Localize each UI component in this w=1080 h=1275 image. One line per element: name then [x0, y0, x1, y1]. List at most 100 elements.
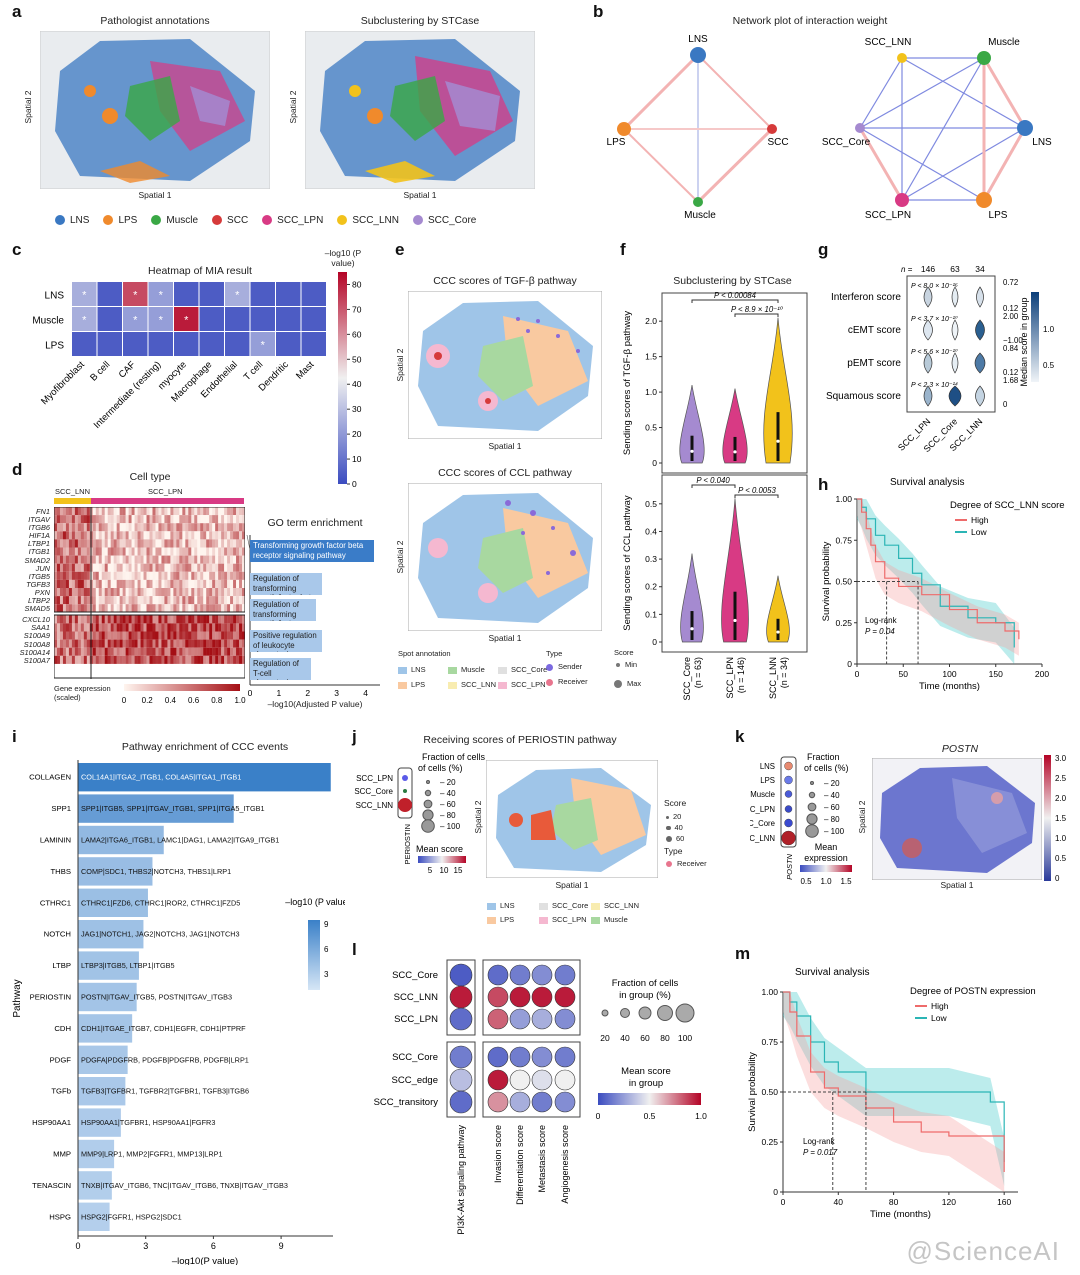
d-heat-cell: [56, 579, 61, 588]
panel-label-d: d: [12, 460, 23, 479]
i-bar: [78, 982, 137, 1012]
d-heat-cell: [71, 604, 76, 613]
d-heat-cell: [230, 571, 234, 580]
d-heat-cell: [182, 515, 186, 524]
panel-label-m: m: [735, 944, 751, 963]
d-heat-cell: [236, 555, 240, 564]
d-gene-label: ITGB6: [28, 523, 50, 533]
d-heat-cell: [221, 596, 225, 605]
g-violin: [948, 385, 962, 407]
d-heat-cell: [173, 647, 177, 656]
d-heat-cell: [224, 639, 228, 648]
d-heat-cell: [59, 523, 64, 532]
i-bar: [78, 1139, 115, 1169]
l-dot: [449, 1090, 473, 1114]
d-heat-cell: [110, 655, 114, 664]
k-frac-dot: [810, 781, 814, 785]
d-heat-cell: [59, 547, 64, 556]
d-heat-cell: [206, 639, 210, 648]
d-heat-cell: [71, 515, 76, 524]
d-heat-cell: [101, 604, 105, 613]
i-bar-pairs: JAG1|NOTCH1, JAG2|NOTCH3, JAG1|NOTCH3: [81, 930, 240, 939]
d-heat-cell: [176, 507, 180, 516]
d-heat-cell: [131, 623, 135, 632]
d-heat-cell: [203, 623, 207, 632]
d-heat-cell: [224, 596, 228, 605]
d-heat-cell: [122, 579, 126, 588]
d-heat-cell: [176, 623, 180, 632]
k-cb-tick: 2.0: [1055, 794, 1067, 803]
d-heat-cell: [203, 655, 207, 664]
d-heat-cell: [233, 631, 237, 640]
d-heat-cell: [206, 531, 210, 540]
d-heat-cell: [224, 655, 228, 664]
d-heat-cell: [140, 523, 144, 532]
e-legend-item: SCC_LPN: [498, 677, 548, 692]
d-heat-cell: [137, 623, 141, 632]
d-heat-cell: [134, 555, 138, 564]
d-heat-cell: [116, 547, 120, 556]
i-pathway-label: TGFb: [51, 1087, 71, 1096]
d-heat-cell: [122, 539, 126, 548]
l-row-label: SCC_LPN: [394, 1014, 438, 1025]
f-tick-label: 0: [652, 637, 657, 647]
d-heat-cell: [242, 539, 245, 548]
d-heat-cell: [212, 531, 216, 540]
d-heat-cell: [119, 523, 123, 532]
surv-ytick-label: 0: [773, 1187, 778, 1197]
d-heat-cell: [104, 539, 108, 548]
d-heat-cell: [101, 639, 105, 648]
d-heat-cell: [230, 523, 234, 532]
surv-legend-low: Low: [931, 1013, 947, 1023]
d-heat-cell: [101, 547, 105, 556]
d-heat-cell: [242, 515, 245, 524]
d-heat-cell: [56, 515, 61, 524]
f-tick-label: 1.5: [645, 352, 657, 362]
d-heat-cell: [203, 507, 207, 516]
d-heat-cell: [80, 523, 85, 532]
d-heat-cell: [209, 515, 213, 524]
d-gene-label: LTBP1: [27, 539, 50, 549]
d-heat-cell: [164, 639, 168, 648]
d-heat-cell: [74, 579, 79, 588]
d-heat-cell: [119, 655, 123, 664]
d-heat-cell: [122, 563, 126, 572]
k-dot: [784, 790, 793, 798]
d-heat-cell: [86, 596, 91, 605]
c-cb-tick-label: 50: [352, 354, 362, 364]
d-heat-cell: [233, 623, 237, 632]
d-heat-cell: [197, 555, 201, 564]
d-heat-cell: [224, 604, 228, 613]
d-heat-cell: [167, 623, 171, 632]
d-heat-cell: [131, 639, 135, 648]
d-heat-cell: [62, 647, 67, 656]
d-heat-cell: [152, 507, 156, 516]
d-heat-cell: [158, 604, 162, 613]
d-heat-cell: [191, 515, 195, 524]
f-tick-label: 0.4: [645, 526, 657, 536]
d-heat-cell: [197, 596, 201, 605]
d-heat-cell: [134, 647, 138, 656]
d-heat-cell: [104, 507, 108, 516]
d-heat-cell: [239, 655, 243, 664]
d-heat-cell: [83, 655, 88, 664]
d-go-bars: Transforming growth factor beta receptor…: [250, 537, 380, 687]
d-heat-cell: [155, 588, 159, 597]
d-heat-cell: [233, 639, 237, 648]
d-heat-cell: [71, 655, 76, 664]
d-heat-cell: [83, 639, 88, 648]
d-heat-cell: [242, 596, 245, 605]
d-heat-cell: [92, 588, 96, 597]
d-heat-cell: [215, 639, 219, 648]
l-dot: [449, 1045, 473, 1069]
d-heat-cell: [107, 515, 111, 524]
d-heat-cell: [188, 523, 192, 532]
k-cb-tick: 1.5: [1055, 814, 1067, 823]
d-heat-cell: [54, 647, 58, 656]
d-heat-cell: [194, 604, 198, 613]
d-heat-cell: [83, 563, 88, 572]
d-heat-cell: [197, 547, 201, 556]
d-heat-cell: [95, 588, 99, 597]
d-heat-cell: [173, 539, 177, 548]
d-go-tick: 3: [334, 688, 339, 698]
